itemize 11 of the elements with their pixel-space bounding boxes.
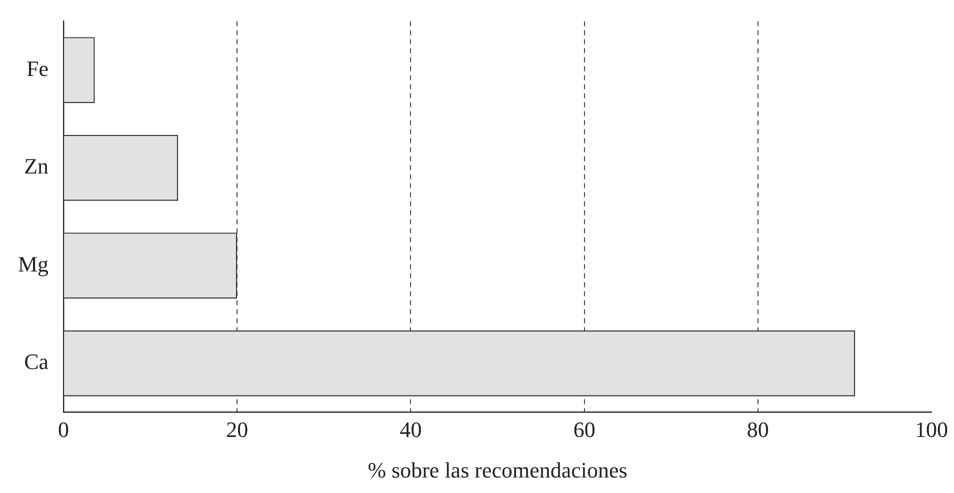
x-tick-label: 100 <box>915 417 948 442</box>
x-axis-title: % sobre las recomendaciones <box>368 458 628 483</box>
x-tick-label: 80 <box>746 417 769 442</box>
x-tick-label: 0 <box>58 417 70 442</box>
x-tick-label: 60 <box>573 417 596 442</box>
x-tick-label: 40 <box>400 417 422 442</box>
y-tick-label: Zn <box>24 154 49 179</box>
y-tick-label: Mg <box>18 251 49 276</box>
x-tick-label: 20 <box>226 417 248 442</box>
y-tick-label: Ca <box>24 349 49 374</box>
y-tick-label: Fe <box>26 56 49 81</box>
